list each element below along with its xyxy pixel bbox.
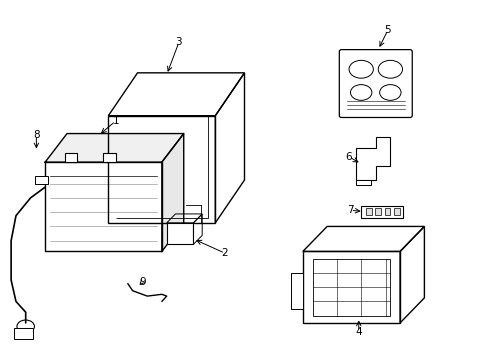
Text: 5: 5	[384, 25, 390, 35]
Text: 1: 1	[112, 116, 119, 126]
Text: 2: 2	[221, 248, 228, 258]
Polygon shape	[45, 134, 183, 162]
Text: 9: 9	[139, 277, 145, 287]
Text: 6: 6	[345, 152, 352, 162]
FancyBboxPatch shape	[393, 208, 399, 215]
Text: 3: 3	[175, 37, 182, 48]
FancyBboxPatch shape	[361, 206, 402, 217]
Text: 8: 8	[33, 130, 40, 140]
Text: 7: 7	[346, 205, 353, 215]
FancyBboxPatch shape	[45, 162, 162, 251]
FancyBboxPatch shape	[103, 153, 116, 162]
FancyBboxPatch shape	[356, 180, 370, 185]
Polygon shape	[162, 134, 183, 251]
Text: 4: 4	[355, 327, 361, 337]
FancyBboxPatch shape	[290, 273, 302, 309]
FancyBboxPatch shape	[14, 328, 33, 339]
FancyBboxPatch shape	[35, 176, 47, 184]
FancyBboxPatch shape	[64, 153, 77, 162]
FancyBboxPatch shape	[384, 208, 389, 215]
FancyBboxPatch shape	[166, 223, 193, 244]
FancyBboxPatch shape	[312, 258, 389, 316]
FancyBboxPatch shape	[339, 50, 411, 117]
FancyBboxPatch shape	[366, 208, 371, 215]
FancyBboxPatch shape	[374, 208, 380, 215]
